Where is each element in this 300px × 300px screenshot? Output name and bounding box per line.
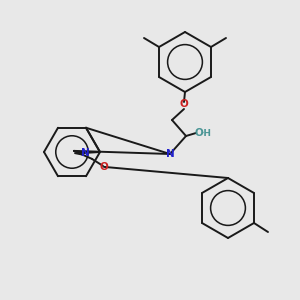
- Text: O: O: [100, 162, 108, 172]
- Text: O: O: [195, 128, 203, 138]
- Text: N: N: [81, 148, 90, 158]
- Text: O: O: [180, 99, 188, 109]
- Text: N: N: [166, 149, 174, 159]
- Text: ·H: ·H: [200, 128, 211, 137]
